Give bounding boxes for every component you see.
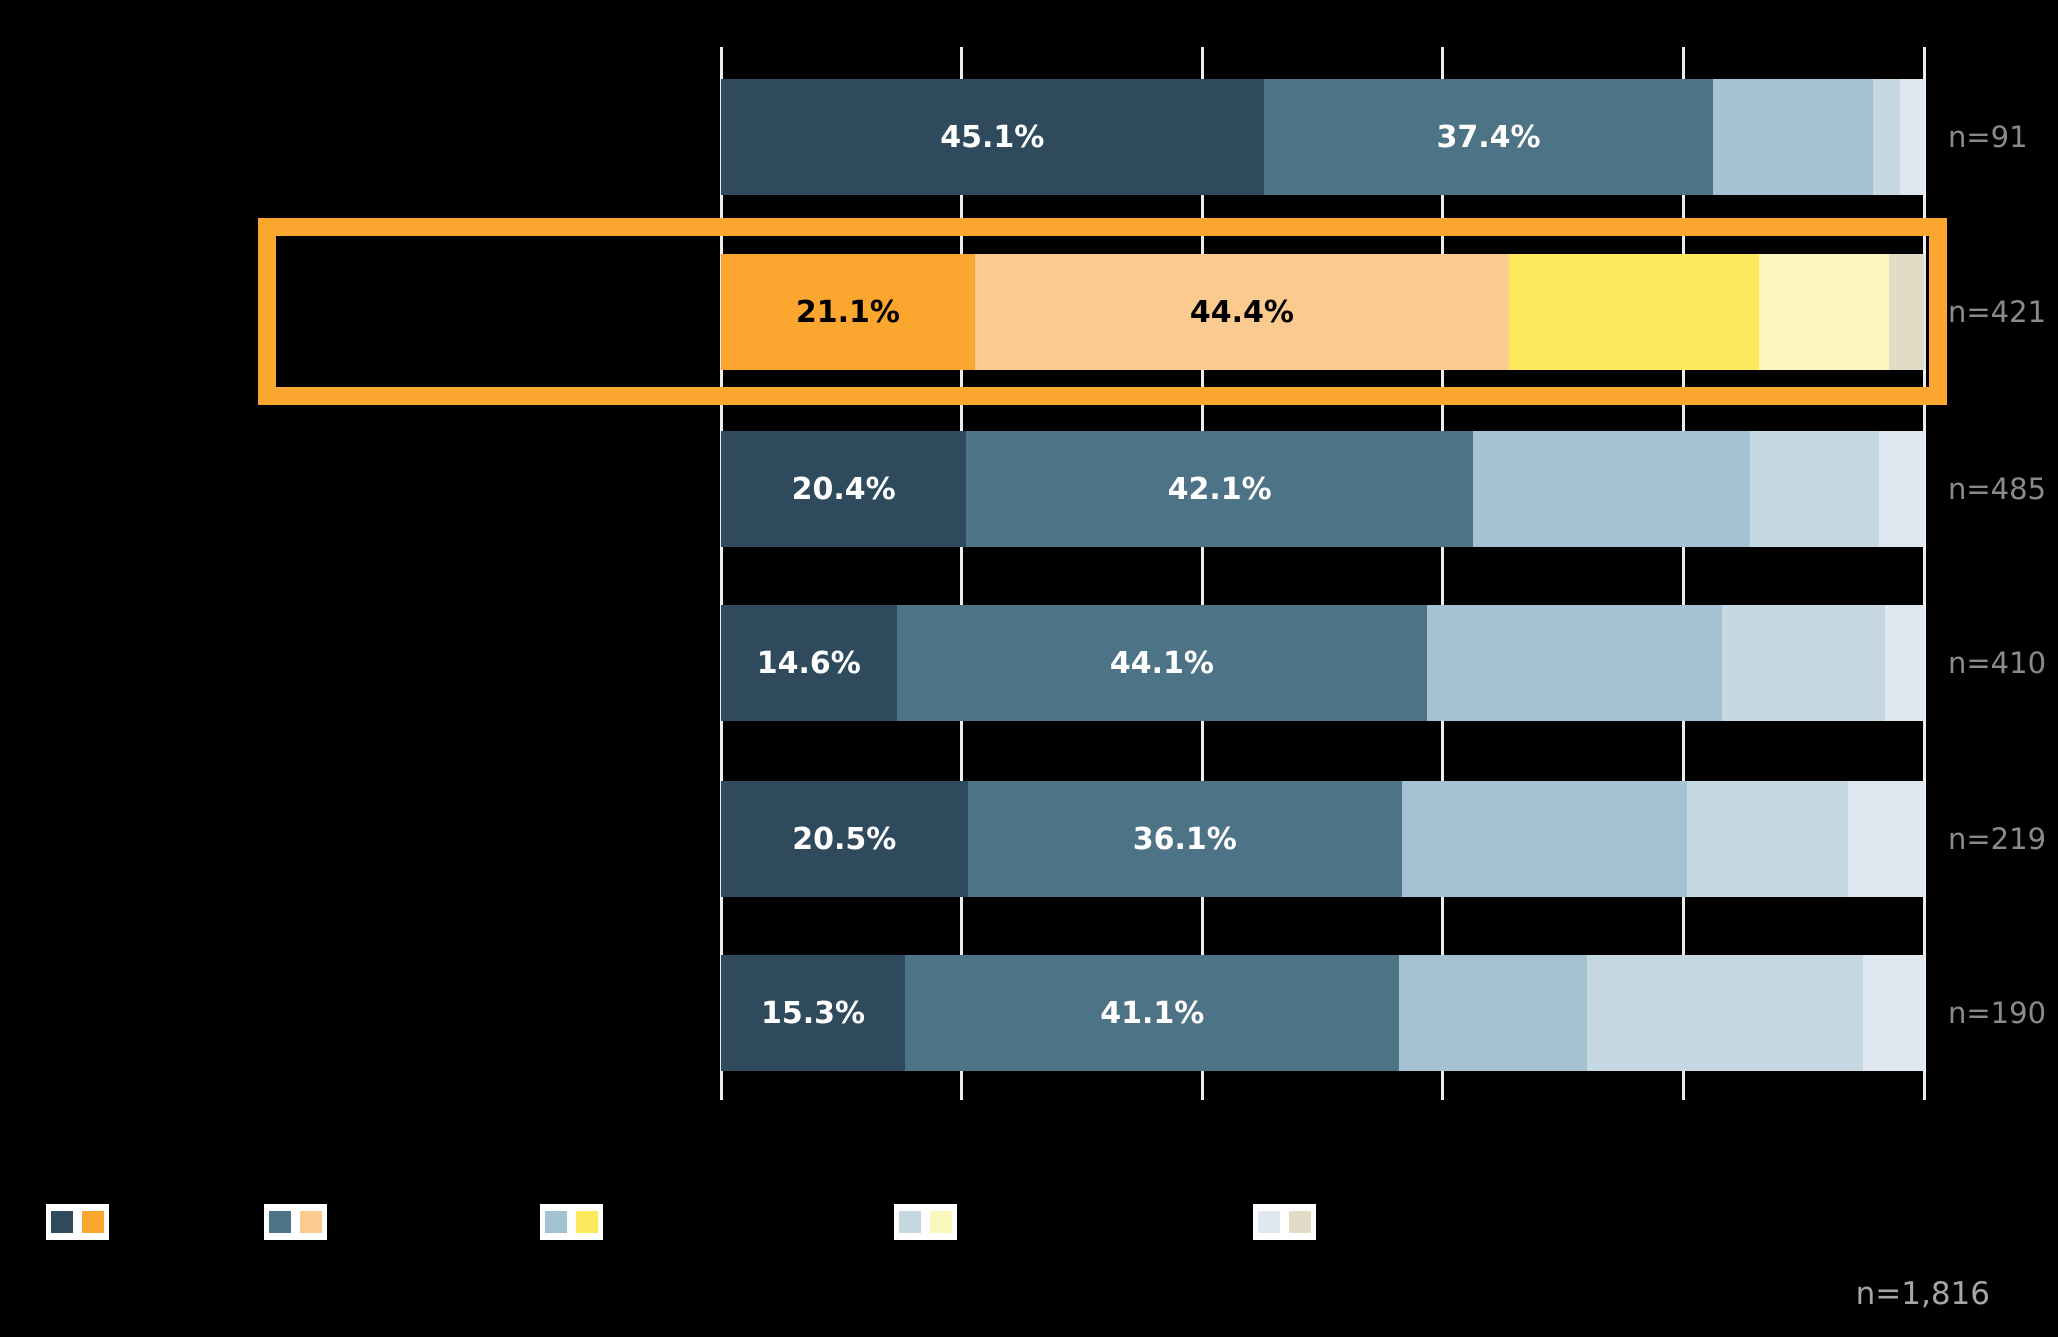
legend-swatch-blue <box>1258 1211 1280 1233</box>
legend-item <box>46 1204 109 1240</box>
bar-segment <box>1759 254 1890 370</box>
bar-segment <box>1889 254 1924 370</box>
highlight-box <box>258 218 1947 405</box>
segment-value-label: 41.1% <box>1100 995 1205 1031</box>
segment-value-label: 44.4% <box>1189 294 1294 330</box>
bar-segment: 44.4% <box>974 254 1509 370</box>
bar-row: 15.3% 41.1% <box>721 955 1924 1071</box>
gridline <box>1200 47 1204 1100</box>
bar-segment <box>1899 79 1924 195</box>
bar-segment: 36.1% <box>967 781 1402 897</box>
legend-item <box>264 1204 327 1240</box>
legend-swatch-accent <box>82 1211 104 1233</box>
gridline <box>1441 47 1445 1100</box>
bar-segment: 15.3% <box>721 955 906 1071</box>
bar-row: 21.1% 44.4% <box>721 254 1924 370</box>
bar-segment: 20.5% <box>721 781 968 897</box>
bar-segment <box>1848 781 1924 897</box>
segment-value-label: 20.5% <box>792 821 897 857</box>
bar-segment <box>1721 605 1886 721</box>
legend-swatch-blue <box>269 1211 291 1233</box>
total-n-label: n=1,816 <box>1855 1276 1990 1312</box>
bar-segment <box>1427 605 1722 721</box>
legend-swatch-accent <box>300 1211 322 1233</box>
legend-swatch-accent <box>1289 1211 1311 1233</box>
bar-segment <box>1873 79 1900 195</box>
segment-value-label: 15.3% <box>760 995 866 1031</box>
legend-swatch-accent <box>930 1211 952 1233</box>
legend-swatch-blue <box>545 1211 567 1233</box>
bar-row: 14.6% 44.1% <box>721 605 1924 721</box>
bar-row: 20.5% 36.1% <box>721 781 1924 897</box>
legend-item <box>1253 1204 1316 1240</box>
gridline <box>1922 47 1926 1100</box>
legend-item <box>894 1204 957 1240</box>
bar-segment: 41.1% <box>905 955 1400 1071</box>
segment-value-label: 42.1% <box>1167 471 1272 507</box>
gridline <box>1681 47 1685 1100</box>
bar-segment <box>1862 955 1924 1071</box>
bar-segment: 45.1% <box>721 79 1264 195</box>
row-n-label: n=410 <box>1948 646 2047 680</box>
bar-segment: 20.4% <box>721 431 967 547</box>
legend-item <box>540 1204 603 1240</box>
bar-segment <box>1508 254 1760 370</box>
segment-value-label: 14.6% <box>756 645 861 681</box>
legend-swatch-accent <box>576 1211 598 1233</box>
segment-value-label: 44.1% <box>1109 645 1214 681</box>
row-n-label: n=485 <box>1948 472 2047 506</box>
legend-swatch-blue <box>899 1211 921 1233</box>
bar-row: 45.1% 37.4% <box>721 79 1924 195</box>
bar-segment <box>1885 605 1924 721</box>
bar-segment: 14.6% <box>721 605 897 721</box>
bar-segment <box>1401 781 1687 897</box>
row-n-label: n=190 <box>1948 996 2047 1030</box>
bar-segment <box>1749 431 1880 547</box>
bar-row: 20.4% 42.1% <box>721 431 1924 547</box>
row-n-label: n=421 <box>1948 295 2047 329</box>
bar-segment: 44.1% <box>896 605 1428 721</box>
axis-line <box>719 47 723 1100</box>
bar-segment <box>1879 431 1924 547</box>
legend-swatch-blue <box>51 1211 73 1233</box>
bar-segment <box>1472 431 1750 547</box>
bar-segment <box>1587 955 1863 1071</box>
segment-value-label: 20.4% <box>791 471 896 507</box>
segment-value-label: 36.1% <box>1132 821 1237 857</box>
bar-segment: 37.4% <box>1263 79 1714 195</box>
bar-segment: 21.1% <box>721 254 975 370</box>
bar-segment <box>1713 79 1874 195</box>
bar-segment <box>1399 955 1588 1071</box>
segment-value-label: 37.4% <box>1436 119 1541 155</box>
segment-value-label: 21.1% <box>795 294 900 330</box>
bar-segment: 42.1% <box>966 431 1473 547</box>
row-n-label: n=91 <box>1948 120 2028 154</box>
bar-segment <box>1687 781 1849 897</box>
gridline <box>960 47 964 1100</box>
row-n-label: n=219 <box>1948 822 2047 856</box>
segment-value-label: 45.1% <box>940 119 1045 155</box>
